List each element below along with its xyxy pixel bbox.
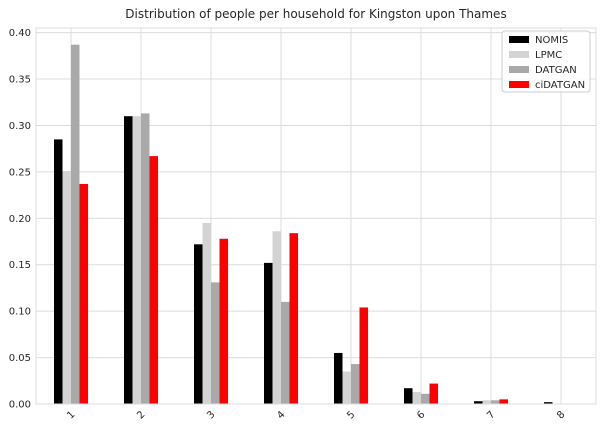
bar-nomis-4: [264, 262, 273, 404]
legend-label-lpmc: LPMC: [535, 50, 562, 61]
bar-datgan-6: [421, 393, 430, 404]
bar-lpmc-2: [132, 116, 141, 404]
bar-cidatgan-1: [79, 183, 88, 404]
bar-lpmc-5: [342, 371, 351, 404]
bar-datgan-5: [351, 364, 360, 404]
x-tick-label: 3: [205, 409, 217, 421]
bar-cidatgan-2: [149, 156, 158, 404]
bar-lpmc-6: [412, 391, 421, 404]
legend-swatch-nomis: [509, 36, 529, 43]
y-tick-label: 0.20: [9, 214, 31, 225]
bar-lpmc-1: [62, 170, 71, 404]
x-tick-label: 7: [485, 409, 497, 421]
legend-box: [501, 30, 591, 93]
bar-nomis-5: [334, 352, 343, 404]
bar-datgan-2: [141, 113, 150, 404]
legend-label-datgan: DATGAN: [535, 65, 577, 76]
bar-datgan-4: [281, 301, 290, 404]
chart-title: Distribution of people per household for…: [125, 7, 506, 21]
bar-lpmc-4: [272, 231, 281, 404]
bar-nomis-7: [474, 401, 483, 404]
bar-lpmc-3: [202, 222, 211, 404]
x-tick-label: 1: [65, 409, 77, 421]
x-axis: 1 2 3 4 5 6 7 8: [65, 409, 567, 421]
bar-nomis-1: [54, 139, 63, 404]
bar-datgan-1: [71, 44, 80, 404]
y-tick-label: 0.30: [9, 121, 31, 132]
legend-label-nomis: NOMIS: [535, 35, 568, 46]
bar-nomis-2: [124, 116, 133, 404]
bars: [54, 44, 553, 404]
y-tick-label: 0.25: [9, 167, 31, 178]
legend-swatch-lpmc: [509, 51, 529, 58]
bar-cidatgan-4: [289, 233, 298, 404]
x-tick-label: 4: [275, 409, 287, 421]
y-tick-label: 0.40: [9, 28, 31, 39]
bar-cidatgan-7: [499, 399, 508, 404]
legend-swatch-cidatgan: [509, 81, 529, 88]
bar-datgan-7: [491, 400, 500, 404]
x-tick-label: 6: [415, 409, 427, 421]
bar-cidatgan-6: [429, 383, 438, 404]
x-tick-label: 8: [555, 409, 567, 421]
bar-cidatgan-3: [219, 238, 228, 404]
x-tick-label: 2: [135, 409, 147, 421]
bar-nomis-3: [194, 244, 203, 404]
y-tick-label: 0.00: [9, 400, 31, 411]
y-tick-label: 0.35: [9, 75, 31, 86]
y-axis: 0.00 0.05 0.10 0.15 0.20 0.25 0.30 0.35 0.40: [9, 28, 31, 410]
legend: NOMIS LPMC DATGAN ciDATGAN: [501, 30, 591, 93]
bar-nomis-8: [544, 402, 553, 404]
legend-label-cidatgan: ciDATGAN: [535, 80, 585, 91]
bar-nomis-6: [404, 388, 413, 404]
bar-lpmc-7: [482, 400, 491, 404]
plot-frame: [35, 27, 597, 405]
bar-cidatgan-5: [359, 307, 368, 404]
bar-datgan-3: [211, 282, 220, 404]
y-tick-label: 0.10: [9, 307, 31, 318]
x-tick-label: 5: [345, 409, 357, 421]
legend-swatch-datgan: [509, 66, 529, 73]
y-tick-label: 0.15: [9, 260, 31, 271]
y-tick-label: 0.05: [9, 353, 31, 364]
